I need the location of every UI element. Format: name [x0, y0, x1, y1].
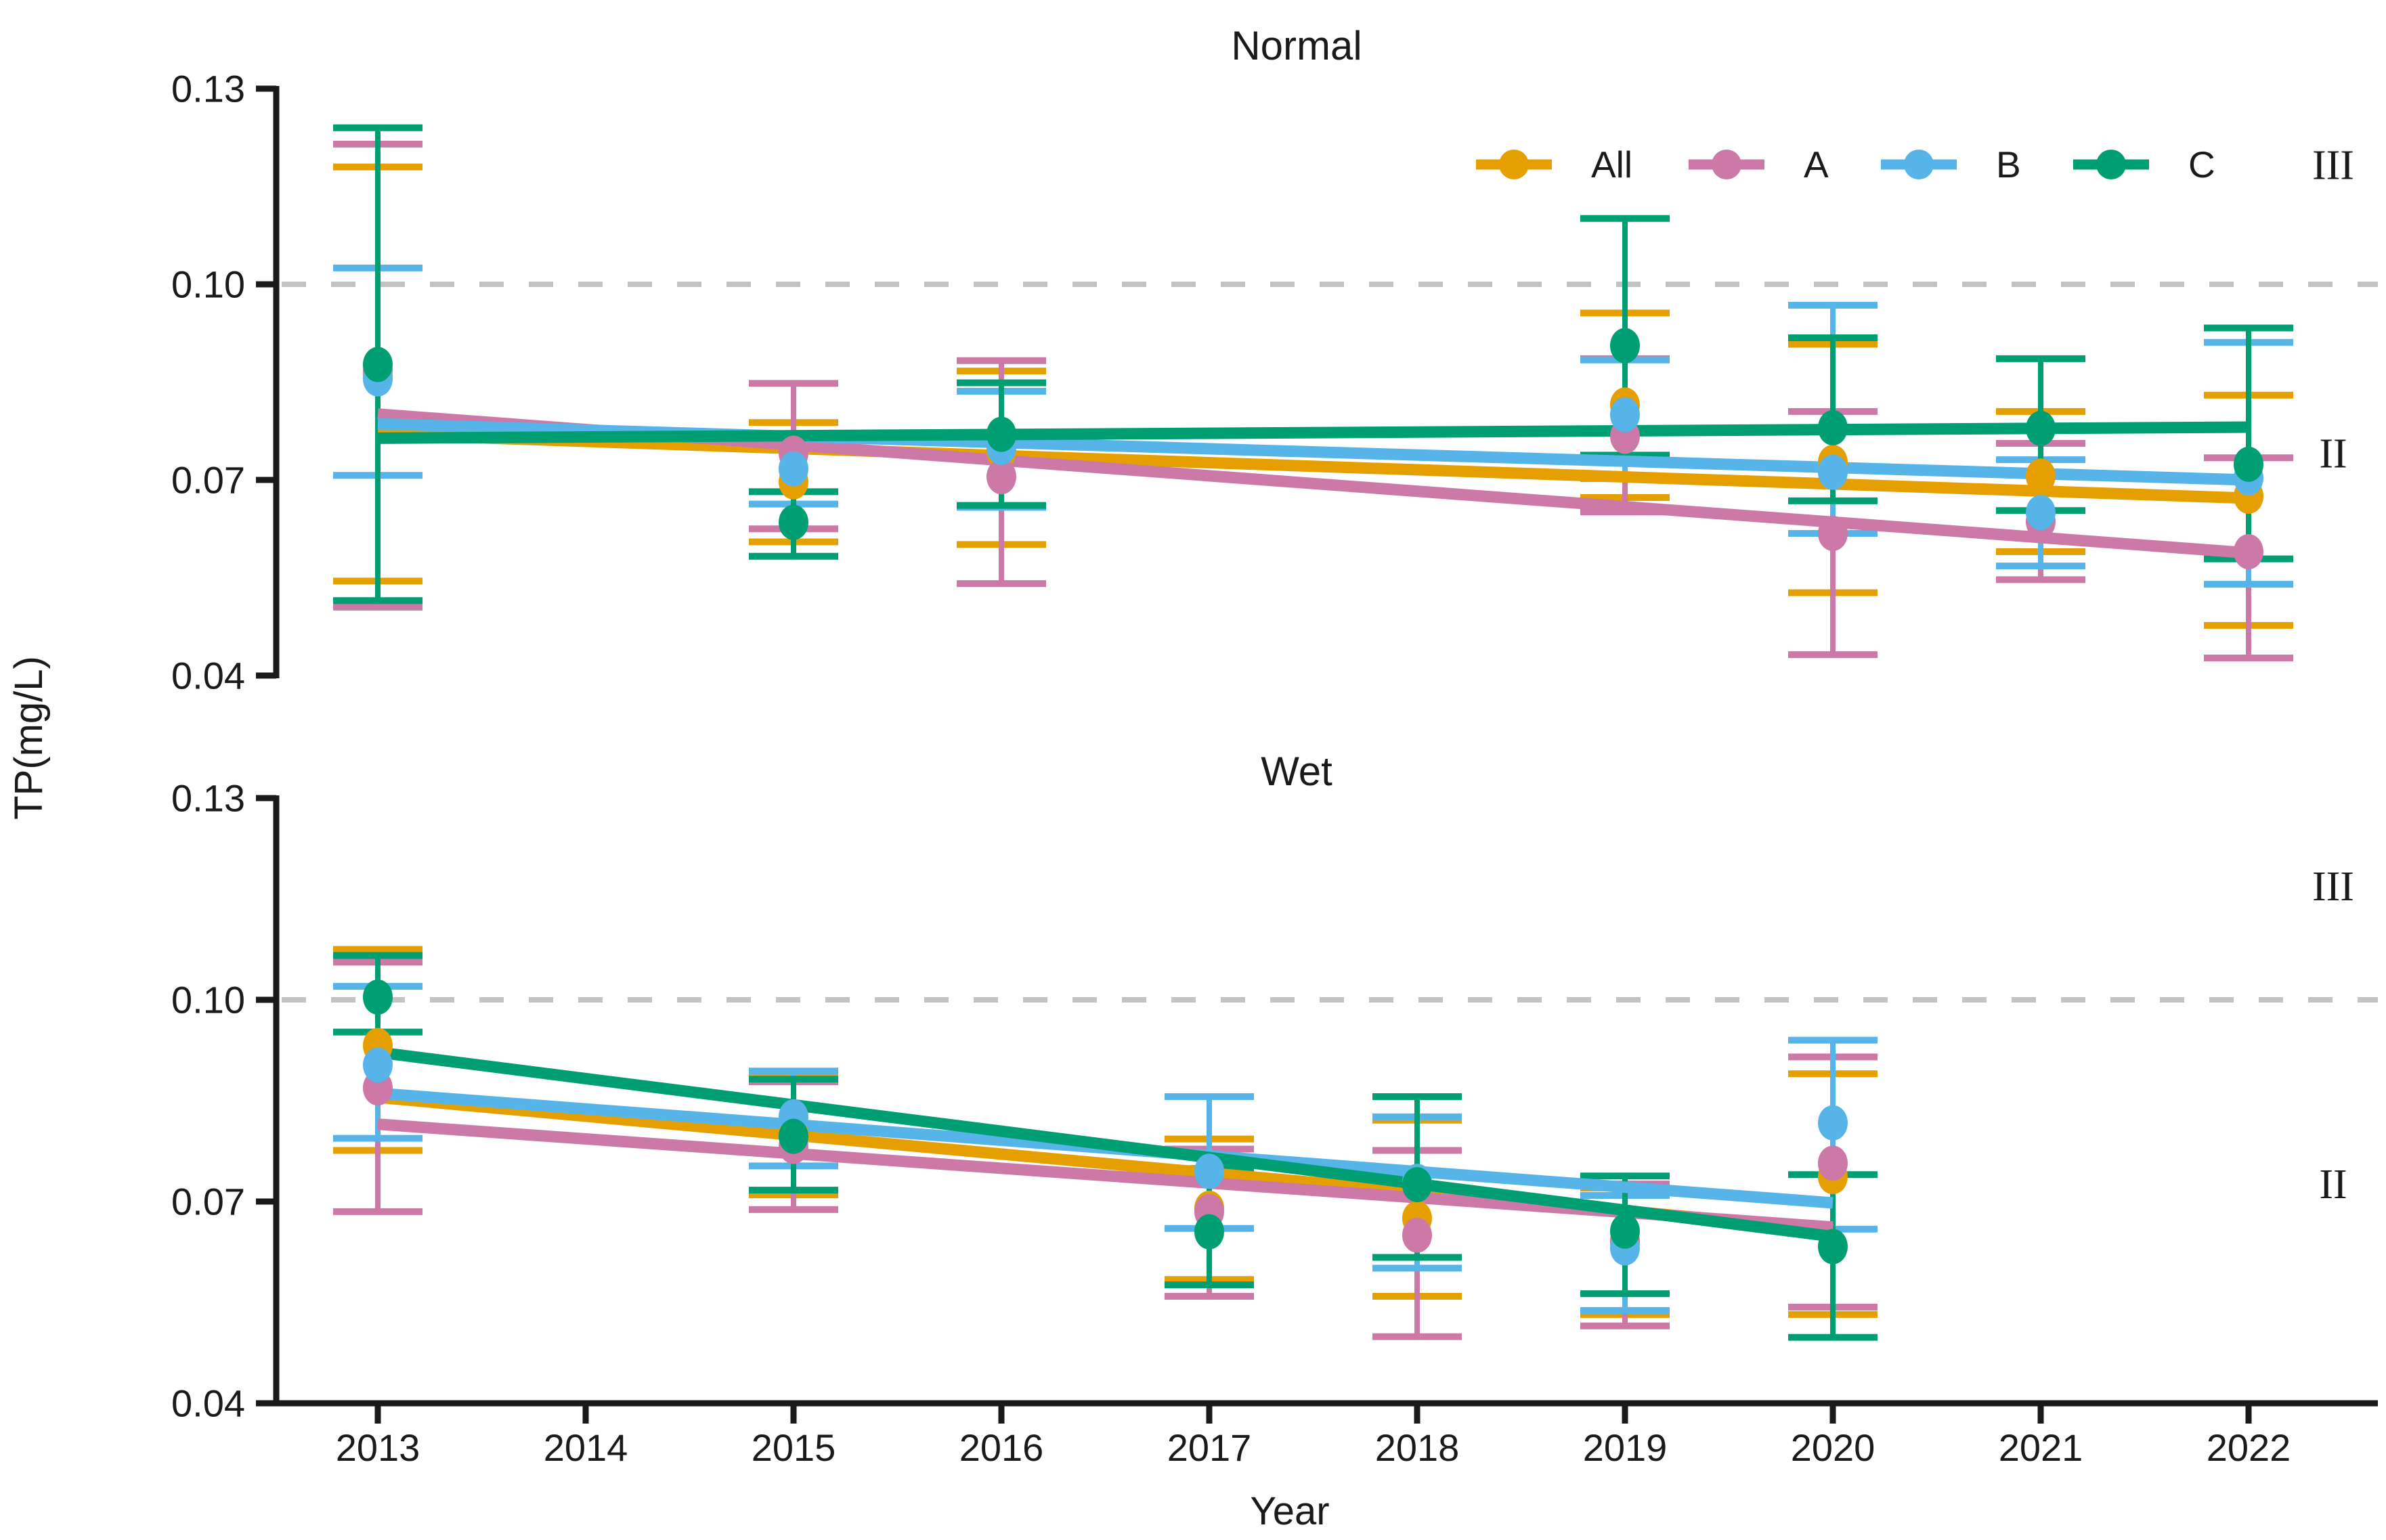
data-point: [986, 459, 1016, 495]
data-point: [1818, 410, 1848, 445]
x-tick-label: 2016: [959, 1426, 1044, 1469]
data-point: [1610, 328, 1640, 364]
region-label: III: [2312, 143, 2354, 189]
x-tick-label: 2021: [1999, 1426, 2083, 1469]
region-label: III: [2312, 864, 2354, 910]
y-tick-label: 0.10: [171, 979, 245, 1021]
data-point: [2026, 410, 2056, 446]
x-tick-label: 2019: [1583, 1426, 1668, 1469]
data-point: [1194, 1153, 1224, 1189]
data-point: [1818, 515, 1848, 551]
data-point: [1610, 397, 1640, 433]
region-label: II: [2319, 1162, 2347, 1208]
y-tick-label: 0.10: [171, 263, 245, 306]
data-point: [986, 416, 1016, 452]
data-point: [779, 504, 808, 540]
data-point: [363, 1047, 393, 1083]
data-point: [1610, 1213, 1640, 1249]
data-point: [1402, 1217, 1432, 1253]
data-point: [1818, 1145, 1848, 1181]
x-tick-label: 2015: [752, 1426, 836, 1469]
trend-line: [377, 421, 2249, 444]
data-point: [1194, 1214, 1224, 1250]
x-tick-label: 2013: [336, 1426, 420, 1469]
data-point: [363, 347, 393, 382]
y-tick-label: 0.04: [171, 655, 245, 697]
trend-line: [377, 428, 2249, 504]
y-tick-label: 0.13: [171, 777, 245, 820]
legend-dot: [1904, 150, 1934, 179]
data-point: [779, 451, 808, 487]
data-point: [1818, 454, 1848, 490]
x-tick-label: 2022: [2207, 1426, 2291, 1469]
legend-dot: [2096, 150, 2126, 179]
legend-label: C: [2188, 144, 2215, 185]
legend-label: B: [1996, 144, 2021, 185]
y-tick-label: 0.13: [171, 68, 245, 110]
data-point: [2234, 446, 2263, 482]
legend-label: A: [1804, 144, 1829, 185]
x-tick-label: 2014: [544, 1426, 628, 1469]
y-tick-label: 0.07: [171, 1181, 245, 1223]
panel-title: Wet: [1261, 749, 1332, 794]
panel-title: Normal: [1231, 23, 1362, 68]
legend-dot: [1712, 150, 1741, 179]
data-point: [1818, 1229, 1848, 1264]
legend-dot: [1499, 150, 1529, 179]
data-point: [779, 1118, 808, 1154]
data-point: [1818, 1105, 1848, 1141]
data-point: [1402, 1167, 1432, 1203]
data-point: [363, 980, 393, 1015]
legend-label: All: [1591, 144, 1632, 185]
data-point: [2234, 533, 2263, 569]
x-tick-label: 2017: [1167, 1426, 1252, 1469]
data-point: [2026, 458, 2056, 494]
x-axis-title: Year: [1250, 1489, 1329, 1533]
x-tick-label: 2020: [1791, 1426, 1875, 1469]
trend-line: [376, 1047, 1834, 1243]
y-tick-label: 0.04: [171, 1382, 245, 1425]
x-tick-label: 2018: [1375, 1426, 1460, 1469]
y-axis-title: TP(mg/L): [7, 656, 51, 820]
region-label: II: [2319, 431, 2347, 477]
data-point: [2026, 495, 2056, 531]
y-tick-label: 0.07: [171, 459, 245, 502]
